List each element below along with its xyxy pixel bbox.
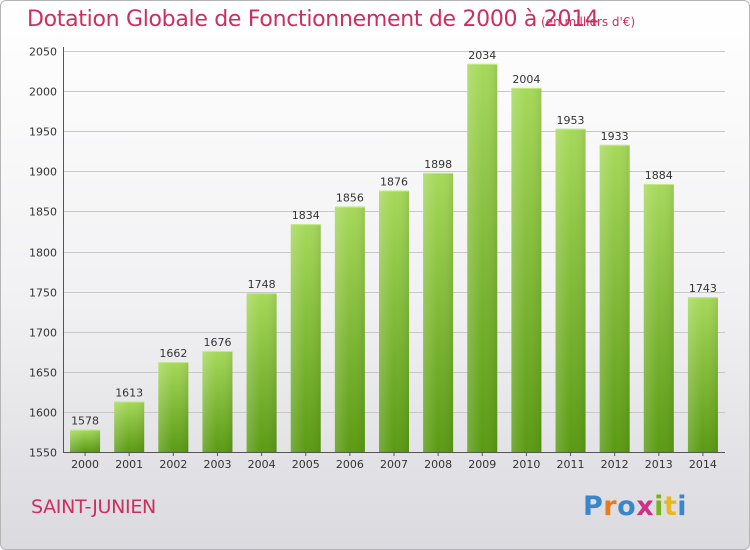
bar-highlight	[158, 362, 189, 452]
bar-highlight	[70, 429, 101, 452]
y-tick-label: 2050	[29, 46, 57, 59]
bar-highlight	[643, 184, 674, 452]
bar-highlight	[114, 401, 145, 452]
bar-value-label: 2034	[468, 49, 496, 62]
commune-name: SAINT-JUNIEN	[31, 496, 156, 518]
x-tick-label: 2003	[203, 458, 231, 471]
bar-highlight	[246, 293, 277, 452]
x-tick-label: 2013	[645, 458, 673, 471]
bar-value-label: 1613	[115, 386, 143, 399]
y-tick-label: 1900	[29, 166, 57, 179]
bar-highlight	[290, 224, 321, 452]
chart-title: Dotation Globale de Fonctionnement de 20…	[27, 7, 599, 32]
x-tick-label: 2014	[689, 458, 717, 471]
bar-value-label: 1662	[159, 347, 187, 360]
bar-highlight	[334, 206, 365, 452]
logo-letter: x	[636, 491, 655, 522]
bar-value-label: 1748	[248, 278, 276, 291]
x-tick-label: 2012	[601, 458, 629, 471]
logo-letter: i	[654, 491, 664, 522]
bar-highlight	[202, 350, 233, 452]
axes	[63, 47, 725, 456]
bars	[70, 63, 718, 453]
logo-letter: o	[617, 491, 637, 522]
bar-value-label: 2004	[512, 73, 540, 86]
y-tick-label: 1550	[29, 447, 57, 460]
labels: 1550 1600 1650 1700 1750 1800 1850 1900 1950 2000…	[29, 46, 717, 472]
y-tick-label: 1800	[29, 247, 57, 260]
x-tick-label: 2008	[424, 458, 452, 471]
bar-highlight	[687, 297, 718, 452]
x-tick-label: 2006	[336, 458, 364, 471]
logo-letter: r	[603, 491, 618, 522]
bar-value-label: 1743	[689, 282, 717, 295]
bar-highlight	[511, 87, 542, 452]
y-tick-label: 1700	[29, 327, 57, 340]
bar-value-label: 1884	[645, 169, 673, 182]
bar-highlight	[599, 144, 630, 453]
x-tick-label: 2009	[468, 458, 496, 471]
x-tick-label: 2007	[380, 458, 408, 471]
x-tick-label: 2010	[512, 458, 540, 471]
x-tick-label: 2001	[115, 458, 143, 471]
y-tick-label: 1600	[29, 407, 57, 420]
x-tick-label: 2002	[159, 458, 187, 471]
bar-value-label: 1676	[203, 336, 231, 349]
logo-letter: i	[677, 491, 688, 522]
x-tick-label: 2004	[248, 458, 276, 471]
bar-value-label: 1578	[71, 415, 99, 428]
bar-value-label: 1898	[424, 158, 452, 171]
bar-value-label: 1953	[557, 114, 585, 127]
bar-value-label: 1876	[380, 176, 408, 189]
y-tick-label: 1950	[29, 126, 57, 139]
proxiti-logo: Proxiti	[583, 491, 687, 522]
chart-subtitle: (en milliers d'€)	[541, 15, 636, 29]
bar-value-label: 1856	[336, 192, 364, 205]
y-tick-label: 1650	[29, 367, 57, 380]
x-tick-label: 2005	[292, 458, 320, 471]
logo-letter: P	[583, 491, 604, 522]
y-tick-label: 1750	[29, 287, 57, 300]
bar-highlight	[467, 63, 498, 452]
bar-value-label: 1834	[292, 209, 320, 222]
bar-highlight	[555, 128, 586, 452]
bar-value-label: 1933	[601, 130, 629, 143]
bar-highlight	[423, 172, 454, 453]
logo-letter: t	[663, 491, 678, 522]
y-tick-label: 2000	[29, 86, 57, 99]
y-tick-label: 1850	[29, 206, 57, 219]
x-tick-label: 2000	[71, 458, 99, 471]
bar-highlight	[379, 190, 409, 452]
x-tick-label: 2011	[557, 458, 585, 471]
